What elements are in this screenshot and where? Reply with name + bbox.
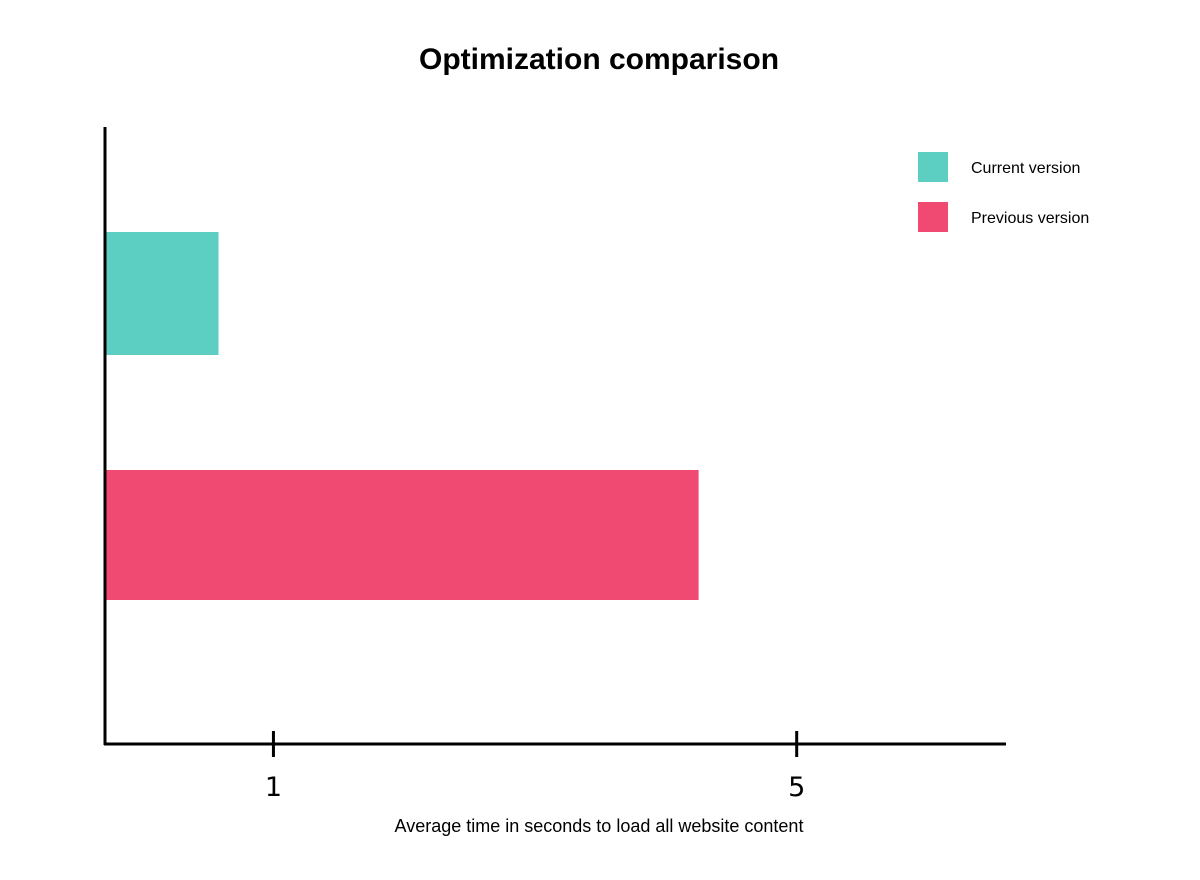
bars-group [105, 232, 699, 600]
bar-current-version [105, 232, 219, 355]
legend-swatch [918, 202, 948, 232]
x-tick-label: 5 [788, 772, 805, 803]
legend: Current version Previous version [918, 152, 1089, 232]
legend-label: Previous version [971, 210, 1089, 227]
x-tick-label: 1 [265, 772, 282, 803]
x-axis-label: Average time in seconds to load all webs… [395, 816, 804, 836]
chart-title: Optimization comparison [419, 43, 779, 76]
bar-previous-version [105, 470, 699, 600]
legend-label: Current version [971, 160, 1080, 177]
legend-swatch [918, 152, 948, 182]
